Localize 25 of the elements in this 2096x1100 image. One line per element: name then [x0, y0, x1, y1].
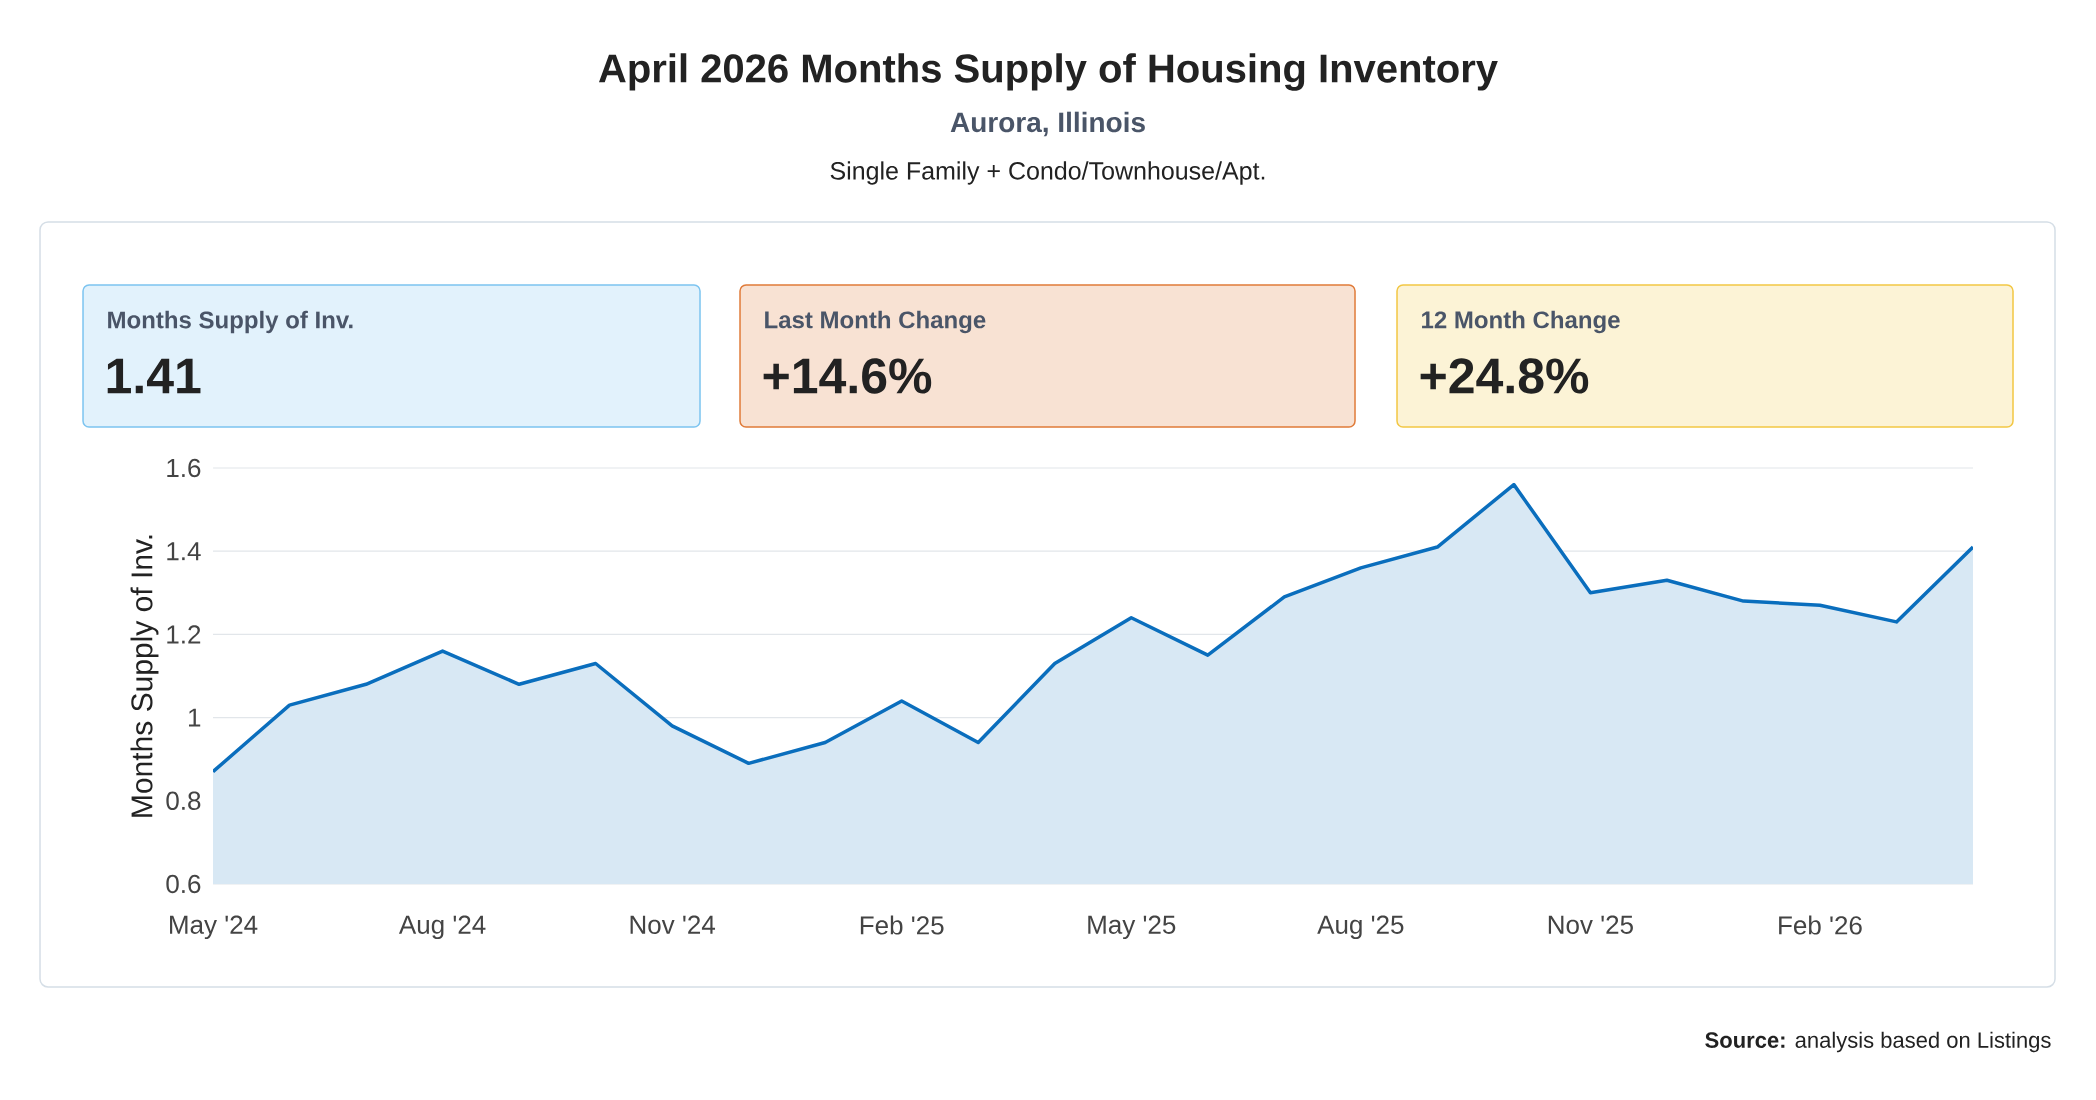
x-tick-label: Aug '25 [1317, 915, 1404, 940]
text: +14.6% [763, 358, 932, 394]
text: Single Family + Condo/Townhouse/Apt. [830, 161, 1265, 185]
x-tick-label: Nov '24 [630, 915, 716, 934]
text: 12 Month Change [1422, 310, 1620, 334]
y-tick-label: 1 [189, 708, 201, 727]
y-tick-label: 1.2 [167, 625, 201, 644]
y-tick-label: 0.8 [166, 791, 201, 810]
x-tick-label: Feb '25 [860, 915, 944, 935]
text: +24.8% [1420, 358, 1589, 394]
x-tick-label: Feb '26 [1779, 915, 1862, 935]
text: Source: analysis based on Listings [1705, 1031, 2051, 1053]
chart-title: April 2026 Months Supply of Housing Inventory [598, 53, 1498, 91]
y-axis-title: Months Supply of Inv. [130, 535, 159, 817]
x-tick-label: Aug '24 [398, 915, 486, 940]
text: 1.41 [107, 358, 201, 394]
y-tick-label: 1.6 [167, 458, 201, 478]
chart-subtitle: Aurora, Illinois [950, 111, 1145, 137]
x-tick-label: May '24 [170, 915, 258, 940]
y-tick-label: 0.6 [166, 874, 201, 894]
x-tick-label: May '25 [1088, 915, 1176, 940]
text: Months Supply of Inv. [108, 310, 353, 334]
x-tick-label: Nov '25 [1548, 915, 1633, 934]
text: Last Month Change [765, 310, 986, 334]
y-tick-label: 1.4 [167, 542, 201, 561]
